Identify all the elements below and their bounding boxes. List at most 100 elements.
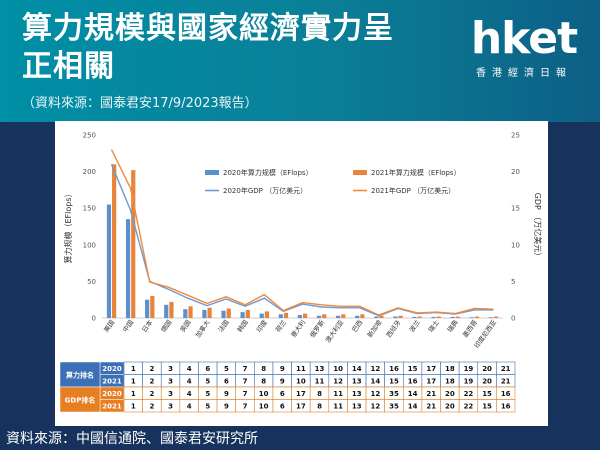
bar-2021 <box>188 306 193 318</box>
category-label: 加拿大 <box>193 318 212 340</box>
rank-value: 2 <box>149 377 154 385</box>
rank-value: 4 <box>187 402 192 410</box>
header-banner: 算力規模與國家經濟實力呈正相關 （資料來源：國泰君安17/9/2023報告） h… <box>0 0 600 122</box>
legend-label: 2020年算力规模（EFlops） <box>223 168 313 177</box>
bar-2020 <box>335 315 341 318</box>
category-label: 瑞典 <box>445 318 460 334</box>
rank-value: 9 <box>224 390 229 398</box>
legend-swatch <box>205 170 219 175</box>
right-axis-label: GDP （万亿美元） <box>533 193 543 261</box>
logo-text: hket <box>470 13 578 64</box>
rank-value: 21 <box>426 390 436 398</box>
rank-value: 3 <box>168 365 173 373</box>
rank-value: 15 <box>389 377 399 385</box>
rank-value: 15 <box>482 402 492 410</box>
rank-value: 15 <box>482 390 492 398</box>
bar-2021 <box>436 316 441 318</box>
rank-value: 9 <box>280 365 285 373</box>
rank-value: 17 <box>296 402 306 410</box>
rank-group-cell <box>59 386 101 413</box>
bar-2021 <box>341 314 346 318</box>
rank-value: 3 <box>168 390 173 398</box>
rank-value: 15 <box>408 365 418 373</box>
rank-year-label: 2020 <box>102 390 122 398</box>
rank-value: 5 <box>205 377 210 385</box>
bar-2021 <box>131 170 136 318</box>
left-axis-label: 算力规模（EFlops） <box>63 189 73 263</box>
rank-value: 13 <box>352 377 362 385</box>
category-label: 俄罗斯 <box>308 318 327 340</box>
rank-value: 2 <box>149 365 154 373</box>
rank-value: 4 <box>187 377 192 385</box>
bar-2020 <box>355 315 360 318</box>
rank-value: 5 <box>205 402 210 410</box>
bar-2020 <box>240 312 245 318</box>
category-label: 澳大利亚 <box>323 318 346 345</box>
rank-value: 12 <box>370 365 380 373</box>
right-tick-label: 0 <box>511 315 515 323</box>
bar-2021 <box>474 316 480 318</box>
rank-value: 8 <box>317 390 322 398</box>
rank-value: 9 <box>224 402 229 410</box>
rank-group-cell <box>59 361 101 388</box>
bar-2020 <box>202 309 207 318</box>
bar-2020 <box>278 314 283 318</box>
rank-value: 18 <box>445 365 455 373</box>
bar-2020 <box>164 304 169 318</box>
category-label: 巴西 <box>350 318 364 334</box>
rank-value: 22 <box>464 390 474 398</box>
rank-value: 9 <box>280 377 285 385</box>
rank-value: 21 <box>501 365 511 373</box>
line-gdp-2021 <box>110 149 494 316</box>
legend-label: 2020年GDP （万亿美元） <box>223 186 307 195</box>
rank-value: 22 <box>464 402 474 410</box>
rank-value: 16 <box>501 402 511 410</box>
rank-value: 13 <box>315 365 325 373</box>
category-label: 瑞士 <box>426 318 441 334</box>
left-tick-label: 0 <box>92 315 96 323</box>
category-label: 中国 <box>120 318 135 334</box>
rank-value: 8 <box>317 402 322 410</box>
right-tick-label: 20 <box>511 168 520 176</box>
rank-value: 35 <box>389 390 399 398</box>
left-tick-label: 100 <box>83 241 96 249</box>
left-tick-label: 150 <box>83 205 96 213</box>
rank-value: 21 <box>501 377 511 385</box>
bar-2020 <box>393 316 398 318</box>
rank-value: 17 <box>426 377 436 385</box>
rank-value: 16 <box>389 365 399 373</box>
bar-2021 <box>226 308 231 318</box>
bar-2020 <box>450 316 455 318</box>
rank-value: 6 <box>224 377 229 385</box>
rank-value: 20 <box>445 390 455 398</box>
rank-value: 2 <box>149 390 154 398</box>
rank-value: 14 <box>370 377 380 385</box>
category-label: 日本 <box>140 318 155 334</box>
bar-2020 <box>145 299 150 318</box>
category-label: 荷兰 <box>273 318 288 334</box>
bar-2021 <box>245 309 250 318</box>
left-tick-label: 200 <box>83 168 96 176</box>
bar-2020 <box>125 219 131 318</box>
bar-2021 <box>112 164 117 318</box>
rank-value: 11 <box>315 377 325 385</box>
rank-year-label: 2020 <box>102 365 122 373</box>
rank-value: 12 <box>370 390 380 398</box>
rank-value: 20 <box>445 402 455 410</box>
legend-label: 2021年算力规模（EFlops） <box>371 168 461 177</box>
rank-value: 6 <box>280 402 285 410</box>
bar-2020 <box>488 317 493 318</box>
left-tick-label: 50 <box>87 278 96 286</box>
rank-value: 1 <box>131 402 136 410</box>
rank-value: 8 <box>261 377 266 385</box>
category-label: 西班牙 <box>384 318 403 340</box>
category-label: 美国 <box>101 318 116 334</box>
rank-value: 11 <box>296 365 306 373</box>
category-label: 法国 <box>216 318 231 334</box>
rank-value: 14 <box>408 390 418 398</box>
rank-value: 14 <box>352 365 362 373</box>
rank-value: 2 <box>149 402 154 410</box>
bar-2021 <box>283 312 289 318</box>
bar-2020 <box>374 316 379 318</box>
rank-value: 10 <box>259 402 269 410</box>
